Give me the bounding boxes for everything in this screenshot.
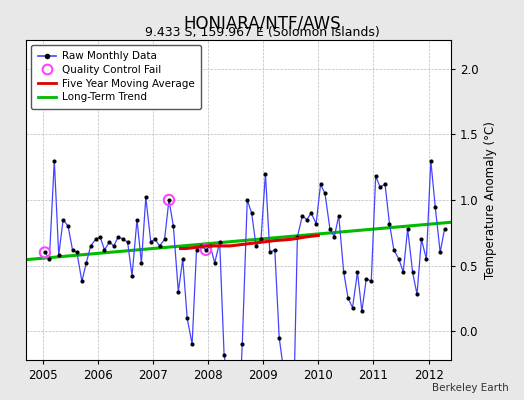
Point (395, 256, 403, 262)
Point (372, 173, 380, 180)
Point (64, 223, 72, 230)
Point (270, 247, 279, 253)
Y-axis label: Temperature Anomaly (°C): Temperature Anomaly (°C) (484, 121, 497, 279)
Point (82, 260, 91, 266)
Point (431, 203, 440, 210)
Point (100, 247, 108, 253)
Point (174, 289, 182, 295)
Point (257, 236, 265, 242)
Point (413, 291, 421, 298)
Point (302, 216, 311, 223)
Text: Berkeley Earth: Berkeley Earth (432, 383, 508, 393)
Point (156, 243, 164, 249)
Point (105, 239, 114, 245)
Point (137, 260, 146, 266)
Point (348, 304, 357, 311)
Point (275, 334, 283, 341)
Point (183, 315, 191, 321)
Point (344, 295, 352, 302)
Point (307, 210, 315, 216)
Point (224, 380, 233, 387)
Point (133, 216, 141, 223)
Point (169, 223, 178, 230)
Point (128, 273, 136, 279)
Point (151, 236, 159, 242)
Point (408, 269, 417, 275)
Point (403, 226, 412, 232)
Point (436, 249, 444, 256)
Point (92, 236, 100, 242)
Text: 9.433 S, 159.967 E (Solomon Islands): 9.433 S, 159.967 E (Solomon Islands) (145, 26, 379, 39)
Point (266, 249, 274, 256)
Point (206, 243, 214, 249)
Point (202, 247, 210, 253)
Point (399, 269, 408, 275)
Point (124, 239, 132, 245)
Point (188, 341, 196, 348)
Point (96, 234, 104, 240)
Point (353, 269, 362, 275)
Point (417, 236, 425, 242)
Point (59, 216, 67, 223)
Point (362, 276, 370, 282)
Point (340, 269, 348, 275)
Point (422, 256, 431, 262)
Point (220, 352, 228, 358)
Point (312, 220, 320, 227)
Point (86, 243, 95, 249)
Legend: Raw Monthly Data, Quality Control Fail, Five Year Moving Average, Long-Term Tren: Raw Monthly Data, Quality Control Fail, … (31, 45, 201, 109)
Point (211, 260, 219, 266)
Point (41, 249, 49, 256)
Point (385, 220, 394, 227)
Point (41, 249, 49, 256)
Point (110, 243, 118, 249)
Point (196, 243, 205, 249)
Point (50, 158, 59, 164)
Point (390, 247, 398, 253)
Point (243, 197, 252, 203)
Point (179, 256, 187, 262)
Point (45, 256, 53, 262)
Point (427, 158, 435, 164)
Point (78, 278, 86, 284)
Point (261, 170, 270, 177)
Point (326, 226, 334, 232)
Point (54, 252, 63, 258)
Point (68, 247, 77, 253)
Point (119, 236, 127, 242)
Point (165, 197, 173, 203)
Text: HONIARA/NTF/AWS: HONIARA/NTF/AWS (183, 14, 341, 32)
Point (192, 247, 201, 253)
Point (334, 212, 343, 219)
Point (147, 239, 155, 245)
Point (330, 234, 339, 240)
Point (367, 278, 376, 284)
Point (298, 212, 307, 219)
Point (73, 249, 81, 256)
Point (114, 234, 123, 240)
Point (141, 194, 150, 200)
Point (252, 243, 260, 249)
Point (238, 341, 246, 348)
Point (316, 181, 325, 188)
Point (376, 184, 384, 190)
Point (215, 239, 224, 245)
Point (440, 226, 449, 232)
Point (381, 181, 389, 188)
Point (160, 236, 169, 242)
Point (279, 367, 288, 374)
Point (358, 308, 366, 315)
Point (293, 234, 302, 240)
Point (321, 190, 329, 197)
Point (165, 197, 173, 203)
Point (202, 247, 210, 253)
Point (247, 210, 256, 216)
